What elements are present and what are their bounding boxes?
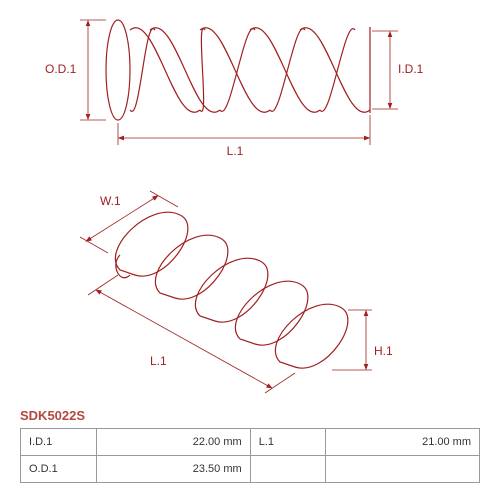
spec-label: I.D.1 bbox=[21, 429, 97, 456]
spec-value bbox=[326, 456, 480, 483]
label-id1: I.D.1 bbox=[398, 62, 424, 76]
spec-value: 21.00 mm bbox=[326, 429, 480, 456]
spec-label bbox=[250, 456, 326, 483]
spec-label: L.1 bbox=[250, 429, 326, 456]
spec-label: O.D.1 bbox=[21, 456, 97, 483]
label-h1: H.1 bbox=[374, 344, 393, 358]
table-row: I.D.1 22.00 mm L.1 21.00 mm bbox=[21, 429, 480, 456]
part-number: SDK5022S bbox=[20, 408, 85, 423]
label-l1-iso: L.1 bbox=[150, 354, 167, 368]
spec-value: 22.00 mm bbox=[97, 429, 251, 456]
spec-table: I.D.1 22.00 mm L.1 21.00 mm O.D.1 23.50 … bbox=[20, 428, 480, 483]
label-od1: O.D.1 bbox=[45, 62, 77, 76]
spring-diagram: O.D.1 I.D.1 L.1 W.1 bbox=[0, 0, 500, 400]
label-w1: W.1 bbox=[100, 194, 121, 208]
label-l1-top: L.1 bbox=[227, 144, 244, 158]
spec-value: 23.50 mm bbox=[97, 456, 251, 483]
table-row: O.D.1 23.50 mm bbox=[21, 456, 480, 483]
